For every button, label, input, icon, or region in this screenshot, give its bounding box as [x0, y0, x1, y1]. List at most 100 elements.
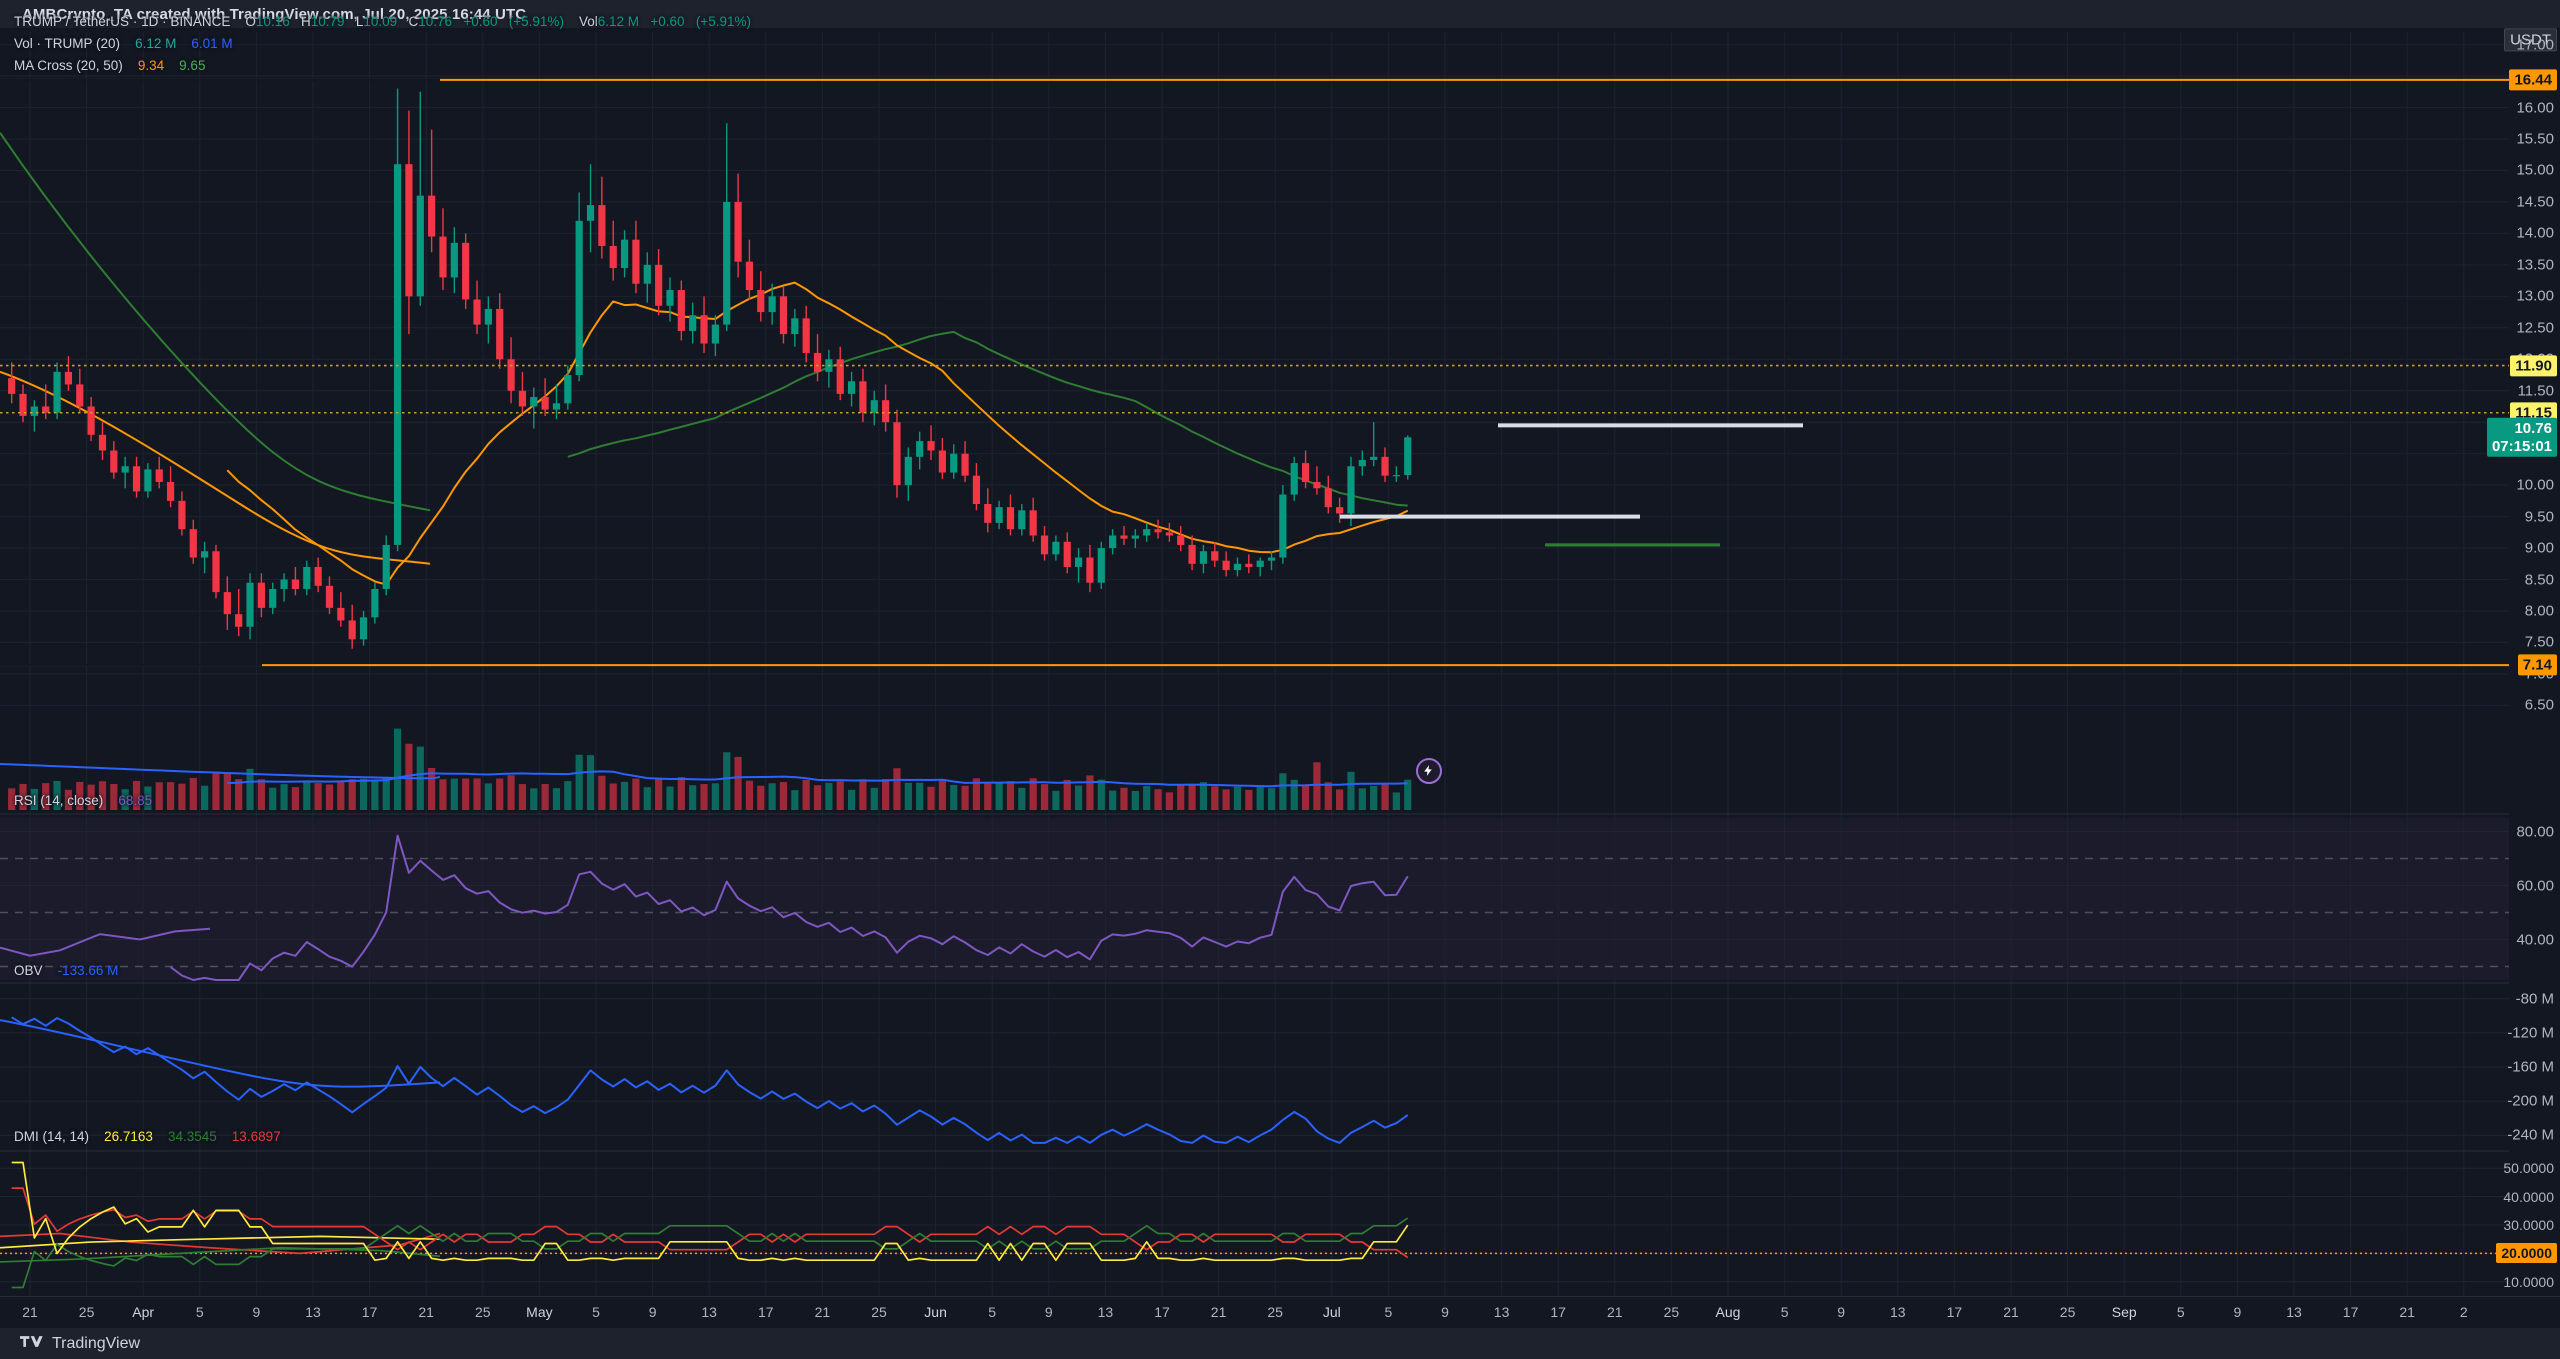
volume-bar [1131, 790, 1139, 810]
volume-bar [609, 783, 617, 810]
candlestick-series[interactable] [8, 88, 1412, 649]
candle-body [1267, 557, 1276, 561]
candle-body [144, 469, 152, 492]
legend-vol-value: 6.12 M [597, 14, 640, 29]
time-axis-label: 13 [701, 1304, 717, 1320]
drawing-resistance-lower[interactable] [1340, 514, 1640, 519]
time-axis[interactable]: 21 25 Apr 5 9 13 17 21 25 May 5 9 13 17 21 25 Jun 5 9 13 17 2… [0, 1296, 2560, 1328]
volume-legend-title[interactable]: Vol · TRUMP (20) [14, 36, 121, 51]
ma-cross-legend[interactable]: MA Cross (20, 50) 9.34 9.65 [14, 58, 205, 73]
candle-body [155, 469, 163, 482]
volume-bar [1109, 790, 1117, 810]
ma20-left-tail [0, 370, 431, 565]
candle-body [1006, 507, 1015, 530]
time-axis-label: 2 [2459, 1304, 2468, 1320]
time-axis-label: 25 [1267, 1304, 1283, 1320]
main-symbol-legend[interactable]: TRUMP / TetherUS · 1D · BINANCE O10.16 H… [14, 14, 751, 29]
candle-body [893, 422, 901, 486]
drawing-support-segment[interactable] [1545, 543, 1720, 547]
attribution-text: AMBCrypto_TA created with TradingView.co… [22, 5, 527, 23]
volume-bar [734, 756, 742, 810]
candle-body [450, 242, 458, 278]
volume-bar [144, 786, 152, 810]
time-axis-label: 9 [1441, 1304, 1449, 1320]
alert-bolt-icon[interactable] [1415, 757, 1442, 784]
volume-bar [439, 779, 447, 810]
dmi-legend-title[interactable]: DMI (14, 14) [14, 1129, 90, 1144]
candle-body [927, 441, 935, 451]
price-axis-tick-13.00: 13.00 [2516, 287, 2554, 305]
candle-body [734, 201, 742, 262]
volume-legend-value: 6.12 M [135, 36, 177, 51]
candle-body [87, 406, 95, 435]
candle-body [564, 375, 572, 404]
obv-legend[interactable]: OBV -133.66 M [14, 963, 118, 978]
volume-bar [314, 783, 322, 810]
candle-body [1358, 459, 1366, 467]
candle-body [291, 579, 300, 589]
rsi-axis-tick-40.00: 40.00 [2516, 931, 2554, 948]
dmi-legend[interactable]: DMI (14, 14) 26.7163 34.3545 13.6897 [14, 1129, 281, 1144]
time-axis-label: Jun [924, 1304, 947, 1320]
volume-bar [677, 777, 685, 810]
time-axis-label: 9 [2233, 1304, 2242, 1320]
chart-canvas[interactable] [0, 28, 2509, 1296]
volume-bar [1097, 779, 1105, 810]
chart-svg[interactable] [0, 28, 2509, 1296]
legend-symbol[interactable]: TRUMP / TetherUS [14, 14, 130, 29]
price-axis[interactable]: USDT 17.00 16.00 15.50 15.00 14.50 14.00 13.50 1… [2486, 28, 2560, 1296]
candle-body [178, 500, 186, 530]
candle-body [303, 566, 311, 589]
price-axis-currency-chip[interactable]: USDT [2504, 28, 2557, 52]
candle-body [1256, 560, 1264, 567]
volume-bar [813, 785, 822, 810]
candle-body [8, 378, 16, 394]
drawing-resistance-upper[interactable] [1498, 423, 1803, 428]
price-tag-last-price[interactable]: 10.76 07:15:01 [2486, 418, 2557, 457]
volume-bar [291, 787, 300, 810]
volume-bar [575, 754, 583, 810]
legend-interval[interactable]: 1D [141, 14, 159, 29]
candle-body [791, 318, 799, 335]
obv-left-tail [0, 1019, 441, 1088]
volume-bar [643, 787, 651, 810]
time-axis-label: 21 [22, 1304, 38, 1320]
time-axis-label: 13 [1493, 1304, 1510, 1320]
legend-close-label: C [408, 14, 419, 29]
volume-bar [155, 782, 163, 810]
volume-bar [1233, 786, 1242, 810]
obv-legend-title[interactable]: OBV [14, 963, 43, 978]
ma50-line [567, 330, 1408, 507]
volume-bar [1336, 789, 1344, 810]
volume-bar [246, 768, 254, 810]
tradingview-logo[interactable]: TradingView [20, 1335, 140, 1353]
dmi-adx-left-tail [0, 1235, 441, 1249]
dmi-plus-di-line [11, 1217, 1409, 1289]
volume-legend[interactable]: Vol · TRUMP (20) 6.12 M 6.01 M [14, 36, 233, 51]
footer-bar: TradingView [0, 1328, 2560, 1359]
candle-body [189, 529, 197, 558]
volume-bar [723, 752, 731, 810]
price-tag-resistance-high[interactable]: 16.44 [2509, 69, 2557, 91]
volume-bar [586, 755, 595, 810]
rsi-legend-title[interactable]: RSI (14, close) [14, 793, 104, 808]
candle-body [870, 400, 878, 413]
candle-body [1029, 510, 1037, 536]
rsi-legend[interactable]: RSI (14, close) 68.85 [14, 793, 152, 808]
candle-body [1154, 529, 1162, 533]
candle-body [132, 466, 141, 492]
price-axis-tick-15.50: 15.50 [2516, 130, 2554, 148]
dmi-axis-threshold-tag[interactable]: 20.0000 [2496, 1243, 2557, 1264]
price-axis-tick-14.50: 14.50 [2516, 193, 2554, 211]
volume-bar [496, 778, 504, 810]
price-tag-support-low[interactable]: 7.14 [2517, 654, 2557, 676]
volume-bar [1188, 784, 1196, 810]
volume-bar [382, 778, 390, 810]
price-tag-level-1190[interactable]: 11.90 [2510, 354, 2557, 377]
candle-body [1336, 507, 1344, 514]
candle-body [1199, 551, 1208, 564]
ma-cross-title[interactable]: MA Cross (20, 50) [14, 58, 123, 73]
volume-bar [1040, 784, 1049, 810]
time-axis-label: 21 [1607, 1304, 1623, 1320]
candle-body [677, 290, 685, 331]
